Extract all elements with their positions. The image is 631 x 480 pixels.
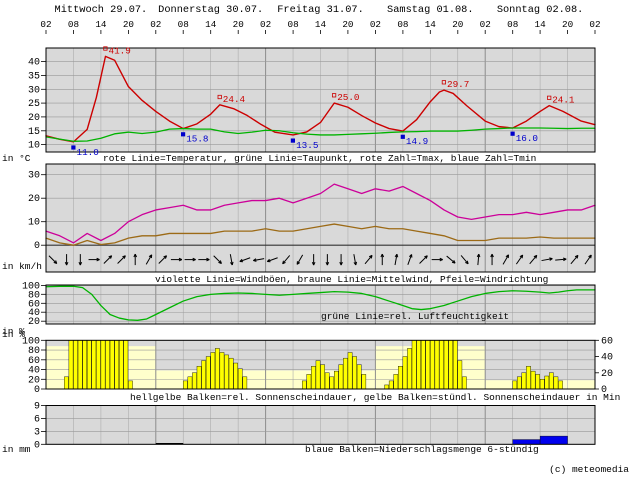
svg-text:60: 60 (28, 356, 40, 367)
svg-text:24.1: 24.1 (552, 95, 575, 106)
svg-text:20: 20 (562, 19, 573, 30)
svg-text:in %: in % (2, 329, 25, 340)
svg-text:41.9: 41.9 (109, 45, 131, 56)
svg-text:08: 08 (507, 19, 518, 30)
svg-text:08: 08 (397, 19, 408, 30)
svg-text:02: 02 (370, 19, 381, 30)
svg-text:13.5: 13.5 (296, 140, 318, 151)
svg-text:0: 0 (34, 440, 40, 451)
svg-text:30: 30 (28, 85, 40, 96)
svg-text:08: 08 (178, 19, 189, 30)
svg-text:Sonntag 02.08.: Sonntag 02.08. (497, 4, 584, 16)
svg-text:in km/h: in km/h (2, 261, 42, 272)
svg-text:100: 100 (22, 281, 40, 292)
svg-text:6: 6 (34, 414, 40, 425)
svg-text:20: 20 (601, 369, 613, 380)
svg-text:14: 14 (205, 19, 217, 30)
svg-text:0: 0 (34, 385, 40, 396)
svg-text:grüne Linie=rel. Luftfeuchtigk: grüne Linie=rel. Luftfeuchtigkeit (321, 311, 509, 322)
svg-text:15: 15 (28, 127, 40, 138)
svg-text:rote Linie=Temperatur, grüne L: rote Linie=Temperatur, grüne Linie=Taupu… (103, 153, 536, 164)
svg-text:20: 20 (28, 194, 40, 205)
svg-text:25.0: 25.0 (337, 92, 359, 103)
svg-text:violette Linie=Windböen, braun: violette Linie=Windböen, braune Linie=Mi… (155, 274, 548, 285)
svg-text:Freitag 31.07.: Freitag 31.07. (277, 4, 364, 16)
svg-text:02: 02 (40, 19, 51, 30)
svg-text:blaue Balken=Niederschlagsmeng: blaue Balken=Niederschlagsmenge 6-stündi… (305, 444, 539, 455)
svg-text:40: 40 (28, 58, 40, 69)
svg-text:80: 80 (28, 346, 40, 357)
svg-text:02: 02 (589, 19, 600, 30)
svg-text:(c) meteomedia: (c) meteomedia (549, 464, 629, 475)
svg-text:24.4: 24.4 (223, 94, 246, 105)
svg-text:25: 25 (28, 99, 40, 110)
svg-text:29.7: 29.7 (447, 79, 469, 90)
svg-text:14: 14 (315, 19, 327, 30)
svg-text:14: 14 (95, 19, 107, 30)
svg-text:02: 02 (150, 19, 161, 30)
svg-text:30: 30 (28, 171, 40, 182)
svg-text:11.0: 11.0 (77, 147, 99, 158)
svg-text:60: 60 (601, 336, 613, 347)
svg-text:14.9: 14.9 (406, 136, 428, 147)
svg-text:14: 14 (425, 19, 437, 30)
svg-text:40: 40 (601, 353, 613, 364)
svg-text:08: 08 (68, 19, 79, 30)
svg-text:0: 0 (34, 241, 40, 252)
svg-text:02: 02 (480, 19, 491, 30)
svg-text:20: 20 (28, 375, 40, 386)
svg-text:16.0: 16.0 (516, 133, 538, 144)
svg-text:Donnerstag 30.07.: Donnerstag 30.07. (158, 4, 263, 16)
svg-text:35: 35 (28, 71, 40, 82)
svg-text:10: 10 (28, 141, 40, 152)
svg-text:hellgelbe Balken=rel. Sonnensc: hellgelbe Balken=rel. Sonnenscheindauer,… (130, 392, 620, 403)
svg-text:in °C: in °C (2, 153, 31, 164)
svg-text:40: 40 (28, 366, 40, 377)
svg-text:10: 10 (28, 218, 40, 229)
svg-text:20: 20 (28, 113, 40, 124)
svg-text:in mm: in mm (2, 444, 31, 455)
svg-text:20: 20 (342, 19, 353, 30)
svg-text:20: 20 (233, 19, 244, 30)
svg-text:15.8: 15.8 (186, 134, 208, 145)
svg-text:02: 02 (260, 19, 271, 30)
svg-text:20: 20 (452, 19, 463, 30)
svg-text:9: 9 (34, 402, 40, 413)
svg-text:Mittwoch 29.07.: Mittwoch 29.07. (55, 4, 148, 16)
svg-text:Samstag 01.08.: Samstag 01.08. (387, 4, 474, 16)
svg-text:08: 08 (288, 19, 299, 30)
svg-text:20: 20 (123, 19, 134, 30)
svg-text:3: 3 (34, 427, 40, 438)
svg-text:14: 14 (535, 19, 547, 30)
